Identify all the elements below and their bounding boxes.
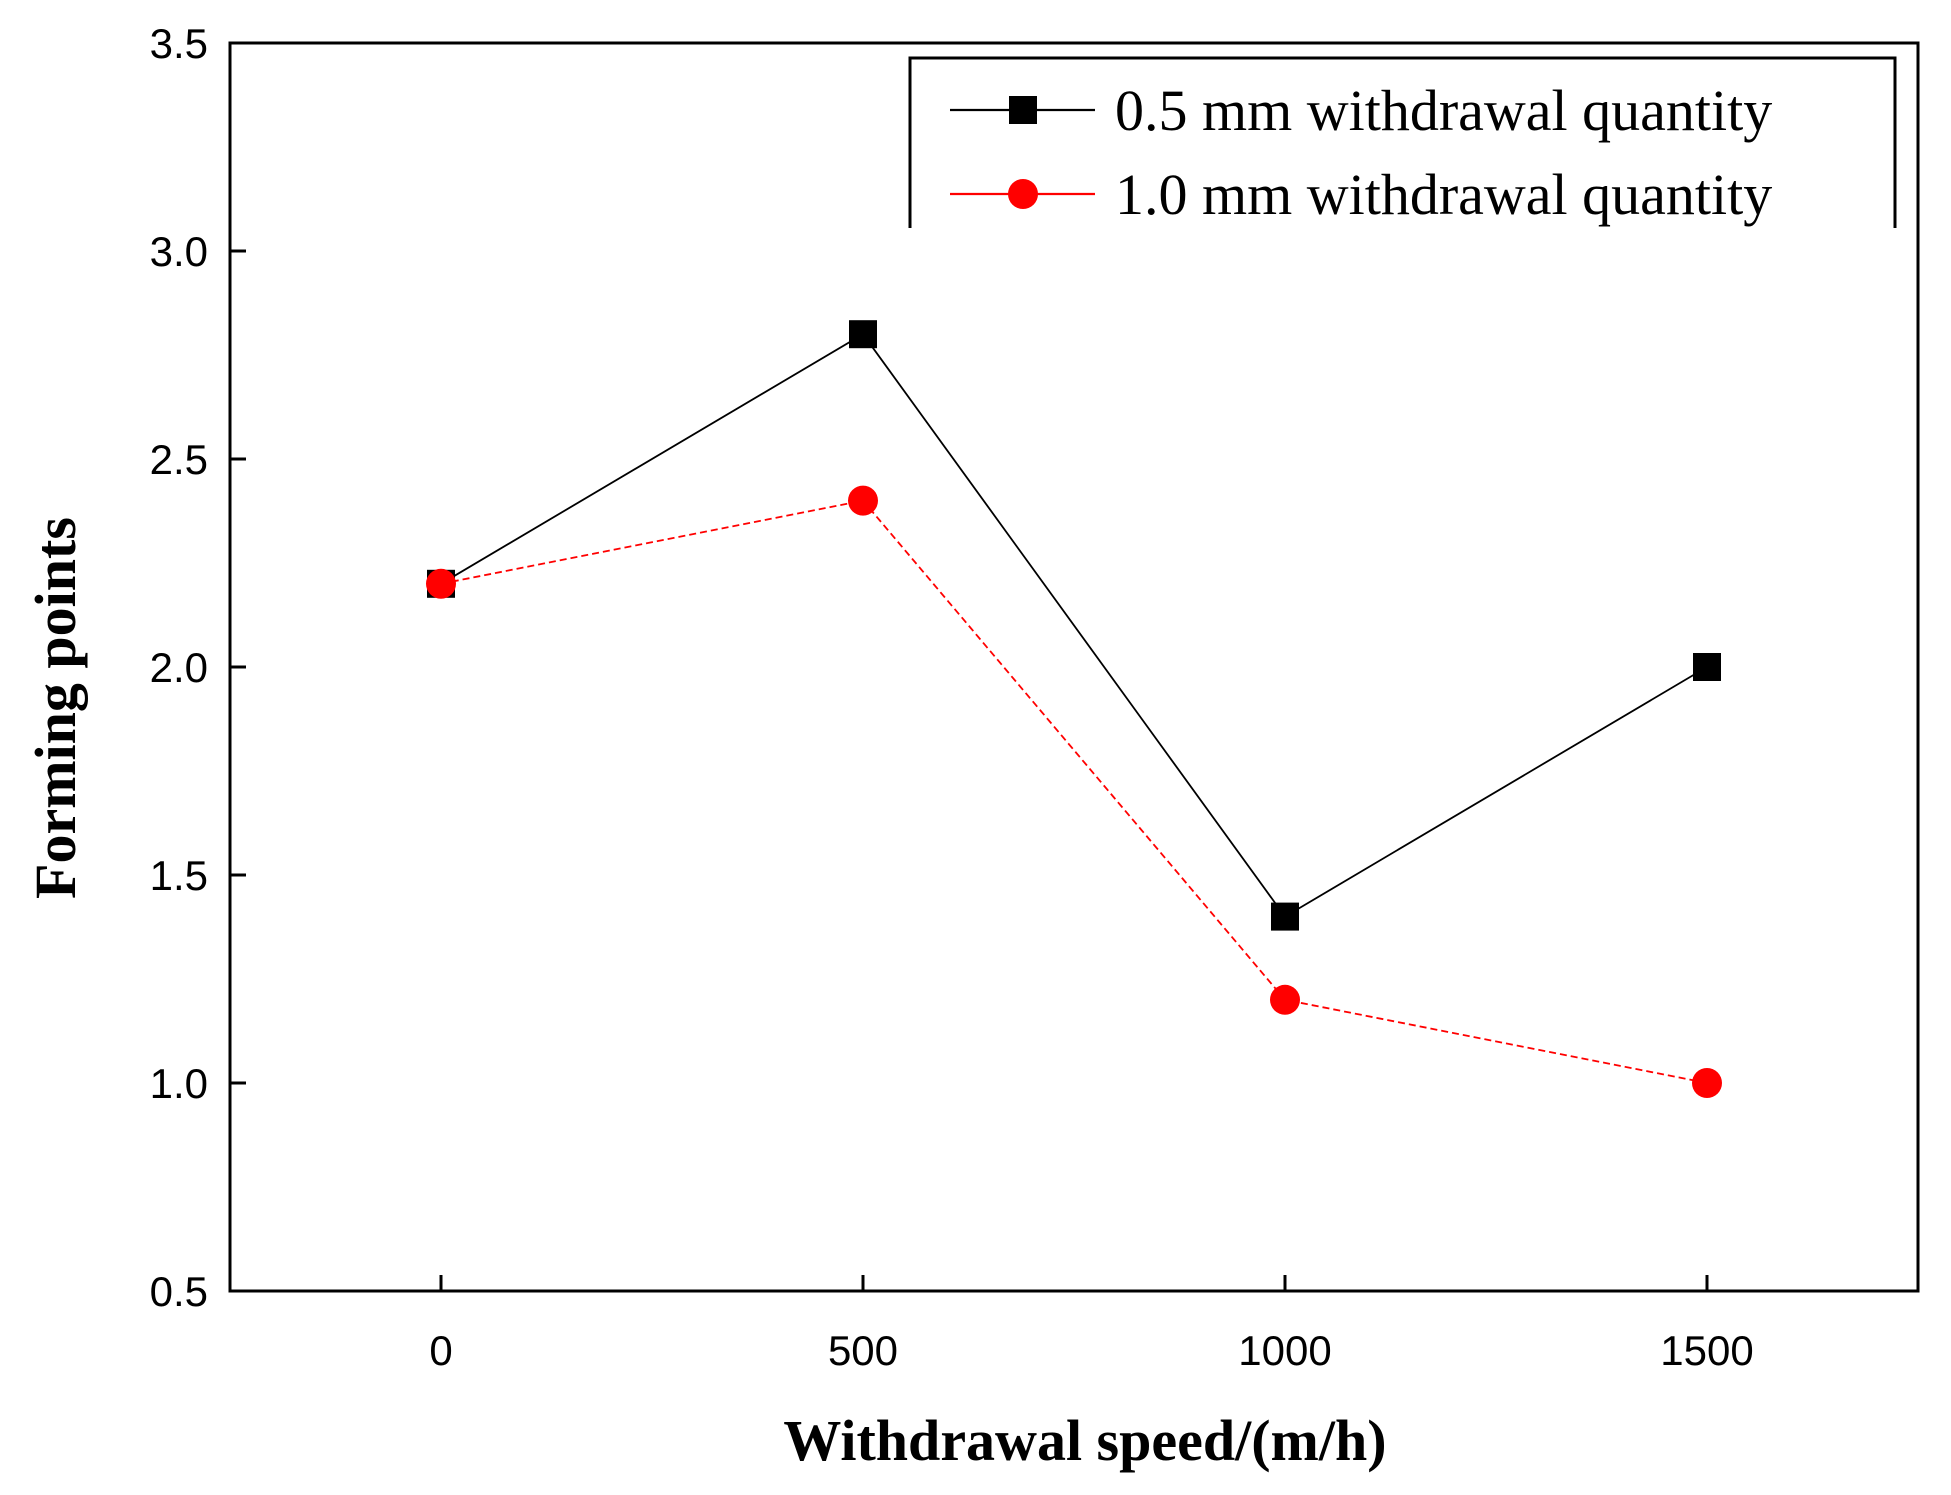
x-tick-label: 1000	[1238, 1327, 1331, 1374]
data-point-circle	[1270, 984, 1300, 1015]
data-point-circle	[1692, 1068, 1722, 1098]
legend-entry-2: 1.0 mm withdrawal quantity	[950, 162, 1772, 227]
plot-frame	[228, 41, 1920, 1293]
x-axis-title: Withdrawal speed/(m/h)	[783, 1408, 1386, 1473]
series-1	[427, 320, 1721, 931]
series-line	[440, 499, 1708, 1084]
legend: 0.5 mm withdrawal quantity 1.0 mm withdra…	[908, 56, 1897, 228]
data-point-circle	[426, 568, 456, 599]
x-axis: 0 500 1000 1500	[429, 1275, 1754, 1374]
y-axis-title: Forming points	[23, 517, 88, 899]
y-tick-label: 3.0	[150, 228, 208, 275]
data-point-square	[1271, 902, 1299, 931]
legend-border	[908, 56, 1897, 228]
y-tick-label: 1.5	[150, 852, 208, 899]
y-tick-label: 3.5	[150, 20, 208, 67]
x-tick-label: 0	[429, 1327, 452, 1374]
series-layer	[426, 320, 1722, 1098]
legend-marker-circle	[1008, 179, 1038, 209]
y-axis: 0.5 1.0 1.5 2.0 2.5 3.0 3.5	[150, 20, 246, 1315]
x-tick-label: 1500	[1660, 1327, 1753, 1374]
legend-entry-1: 0.5 mm withdrawal quantity	[950, 78, 1772, 143]
legend-marker-square	[1009, 96, 1037, 124]
y-tick-label: 2.0	[150, 644, 208, 691]
data-point-square	[849, 320, 877, 349]
series-line	[440, 333, 1708, 918]
data-point-circle	[848, 485, 878, 516]
y-tick-label: 2.5	[150, 436, 208, 483]
x-tick-label: 500	[828, 1327, 898, 1374]
y-tick-label: 0.5	[150, 1268, 208, 1315]
y-tick-label: 1.0	[150, 1060, 208, 1107]
plot-area-border	[228, 41, 1920, 1293]
series-2	[426, 485, 1722, 1098]
legend-label: 1.0 mm withdrawal quantity	[1115, 162, 1772, 227]
data-point-square	[1693, 653, 1721, 681]
legend-label: 0.5 mm withdrawal quantity	[1115, 78, 1772, 143]
